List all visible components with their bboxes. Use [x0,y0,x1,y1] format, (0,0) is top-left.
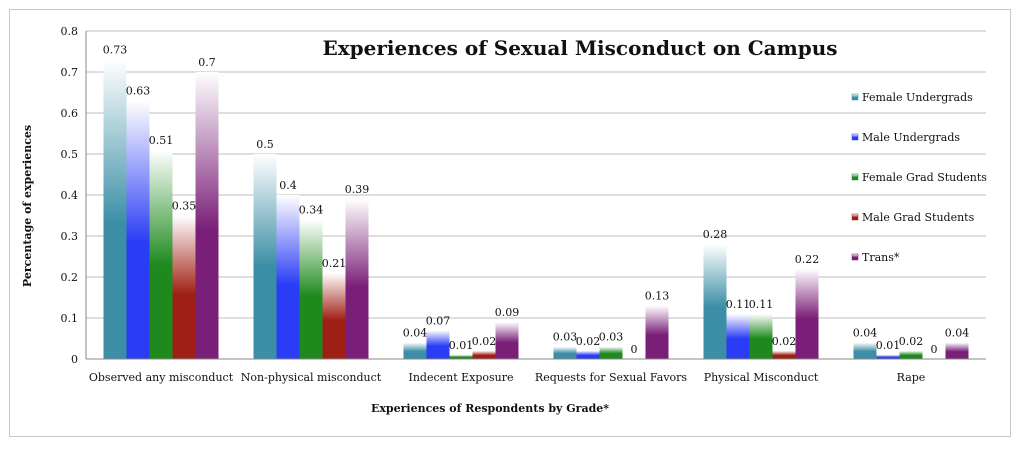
data-label: 0.02 [576,335,601,348]
bar [345,199,369,359]
x-category-label: Requests for Sexual Favors [535,371,688,384]
bar [795,268,819,359]
y-tick-label: 0.6 [61,107,79,120]
y-axis-ticks: 0 0.1 0.2 0.3 0.4 0.5 0.6 0.7 0.8 [61,25,79,366]
bar [172,215,196,359]
bar [449,354,473,359]
legend-label: Female Grad Students [862,171,987,184]
bar [645,305,669,359]
data-label: 0.01 [876,339,901,352]
bar [703,244,727,359]
bar [853,342,877,359]
bar [426,330,450,359]
y-tick-label: 0.2 [61,271,79,284]
y-tick-label: 0 [71,353,78,366]
bar [403,342,427,359]
data-label: 0.02 [772,335,797,348]
data-label: 0.04 [945,327,970,340]
chart-frame: 0 0.1 0.2 0.3 0.4 0.5 0.6 0.7 0.8 0.73 0.63 0.51 0.… [9,9,1011,437]
data-label: 0.35 [172,200,197,213]
data-label: 0.7 [198,56,216,69]
x-category-label: Rape [897,371,926,384]
data-label: 0.51 [149,134,174,147]
data-label: 0.5 [256,138,274,151]
bar [195,72,219,359]
y-tick-label: 0.3 [61,230,79,243]
data-labels: 0.73 0.63 0.51 0.35 0.7 0.5 0.40.34 0.21 0.39 0.0… [103,44,970,356]
legend-swatch [851,253,859,261]
bar [149,149,173,359]
gridlines [86,30,986,319]
bar [495,322,519,359]
bar [276,195,300,359]
data-label: 0.21 [322,257,347,270]
bar [253,154,277,359]
data-label: 0.4 [279,179,297,192]
data-label: 0.02 [472,335,497,348]
y-tick-label: 0.4 [61,189,79,202]
bar-chart: 00.10.20.30.40.50.60.70.8 0.730.630.510.… [21,25,987,415]
legend-label: Male Undergrads [862,131,960,144]
y-axis-title: Percentage of experiences [21,125,34,287]
x-category-label: Physical Misconduct [704,371,819,384]
y-tick-label: 0.7 [61,66,79,79]
data-label: 0 [931,343,938,356]
bar [899,350,923,359]
x-axis-categories: Observed any misconduct Non-physical misc… [89,371,925,384]
bar [299,219,323,359]
legend-swatch [851,213,859,221]
legend-label: Female Undergrads [862,91,973,104]
data-label: 0.73 [103,44,128,57]
bar [576,350,600,359]
data-label: 0.63 [126,85,151,98]
data-label: 0.03 [599,331,624,344]
y-tick-label: 0.5 [61,148,79,161]
data-label: 0.07 [426,314,451,327]
x-category-label: Observed any misconduct [89,371,234,384]
x-category-label: Indecent Exposure [408,371,513,384]
data-label: 0.22 [795,253,820,266]
legend: Female Undergrads Male Undergrads Female G… [851,91,987,264]
data-label: 0.03 [553,331,578,344]
x-axis-title: Experiences of Respondents by Grade* [371,402,609,415]
bar [726,313,750,359]
bar [103,59,127,359]
data-label: 0.34 [299,204,324,217]
bar [772,350,796,359]
legend-label: Male Grad Students [862,211,975,224]
data-label: 0.13 [645,290,670,303]
x-category-label: Non-physical misconduct [241,371,382,384]
bar [322,272,346,359]
data-label: 0.28 [703,228,728,241]
legend-swatch [851,93,859,101]
bar [472,350,496,359]
bar [553,346,577,359]
data-label: 0.11 [749,298,774,311]
data-label: 0.39 [345,183,370,196]
bar [126,100,150,359]
data-label: 0.09 [495,306,520,319]
chart-title: Experiences of Sexual Misconduct on Camp… [322,36,837,60]
legend-swatch [851,173,859,181]
bar [876,354,900,359]
data-label: 0 [631,343,638,356]
y-tick-label: 0.1 [61,312,79,325]
bar [599,346,623,359]
data-label: 0.01 [449,339,474,352]
bar [945,342,969,359]
bar [749,313,773,359]
data-label: 0.02 [899,335,924,348]
data-label: 0.04 [853,327,878,340]
y-tick-label: 0.8 [61,25,79,38]
legend-swatch [851,133,859,141]
bars [103,59,969,359]
legend-label: Trans* [862,251,900,264]
data-label: 0.11 [726,298,751,311]
data-label: 0.04 [403,327,428,340]
